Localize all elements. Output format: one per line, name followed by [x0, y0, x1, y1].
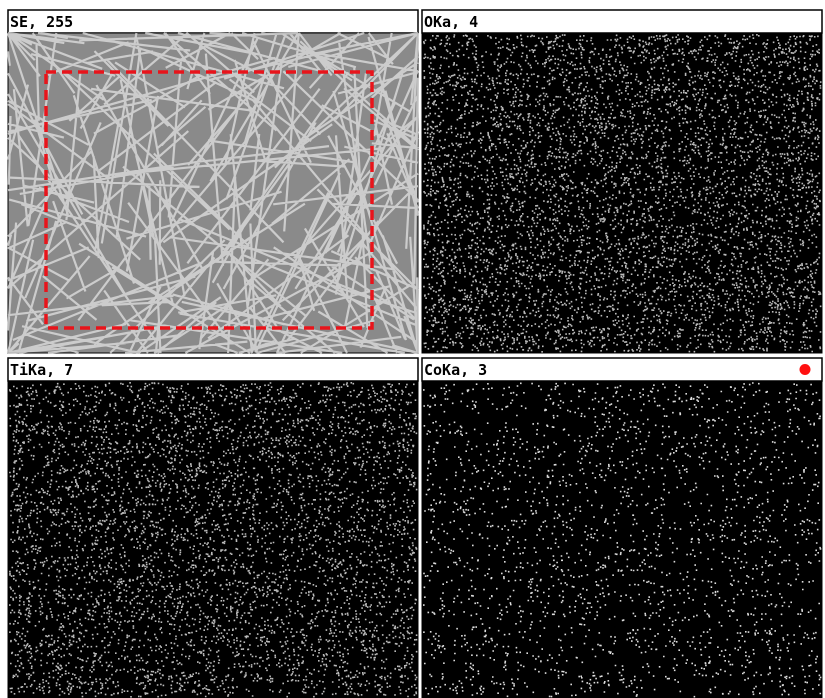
panel-label: TiKa, 7: [10, 361, 73, 379]
panel-label: OKa, 4: [424, 13, 478, 31]
panel-label: SE, 255: [10, 13, 73, 31]
map-panel: SE, 255: [8, 10, 418, 353]
map-panel: OKa, 4: [422, 10, 822, 353]
panel-header: [422, 10, 822, 33]
panel-label: CoKa, 3: [424, 361, 487, 379]
map-panel: CoKa, 3: [422, 358, 822, 698]
map-panel: TiKa, 7: [8, 358, 418, 698]
status-indicator: [800, 364, 811, 375]
eds-map-window: SE, 255 OKa, 4 TiKa, 7 CoKa, 3: [0, 0, 825, 698]
